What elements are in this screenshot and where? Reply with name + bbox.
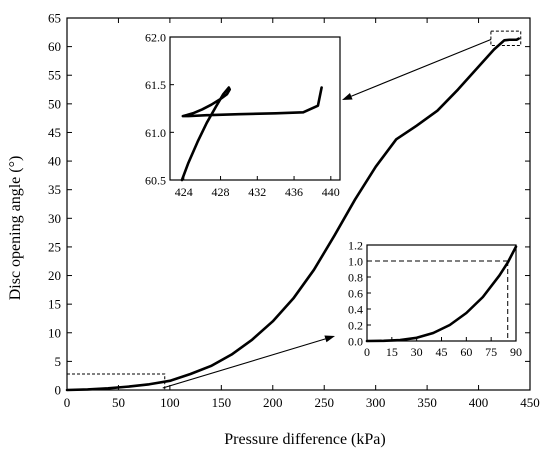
inset1-x-tick-label: 424	[175, 185, 193, 199]
inset1-x-tick-label: 428	[212, 185, 230, 199]
inset2-y-tick-label: 0.4	[348, 303, 363, 317]
inset2-y-tick-label: 0.0	[348, 335, 363, 349]
inset2-series-line	[365, 245, 518, 343]
main-x-tick-label: 400	[469, 395, 489, 410]
main-x-tick-label: 50	[112, 395, 125, 410]
main-y-tick-label: 0	[55, 383, 62, 398]
x-axis-label: Pressure difference (kPa)	[224, 431, 385, 448]
inset-upper-left: 424 428 432 436 440 60.5 61.0 61.5 62.0	[145, 31, 341, 199]
inset2-y-tick-label: 0.2	[348, 319, 363, 333]
y-axis-label: Disc opening angle (°)	[7, 156, 24, 301]
inset2-x-tick-label: 60	[460, 345, 472, 359]
main-x-tick-label: 350	[417, 395, 437, 410]
inset1-y-tick-label: 61.0	[145, 126, 166, 140]
main-y-tick-label: 60	[48, 39, 61, 54]
main-y-tick-label: 65	[48, 11, 61, 26]
main-y-tick-label: 5	[55, 354, 62, 369]
main-y-tick-label: 40	[48, 154, 61, 169]
zoom-box-2	[490, 30, 522, 46]
inset1-series-line	[180, 86, 323, 182]
main-x-tick-label: 300	[366, 395, 386, 410]
main-x-tick-label: 100	[160, 395, 180, 410]
inset2-y-tick-label: 1.0	[348, 255, 363, 269]
zoom-arrow-lower	[162, 335, 335, 389]
main-y-tick-label: 55	[48, 68, 61, 83]
main-x-tick-label: 450	[520, 395, 540, 410]
inset1-y-tick-label: 61.5	[145, 78, 166, 92]
inset1-x-tick-label: 436	[285, 185, 303, 199]
main-y-tick-label: 35	[48, 182, 61, 197]
main-y-tick-label: 30	[48, 211, 61, 226]
main-y-tick-label: 45	[48, 125, 61, 140]
main-x-tick-label: 200	[263, 395, 283, 410]
main-y-tick-label: 20	[48, 268, 61, 283]
main-x-tick-label: 0	[64, 395, 71, 410]
inset2-x-tick-label: 15	[386, 345, 398, 359]
inset1-y-tick-label: 62.0	[145, 31, 166, 45]
zoom-box-1	[66, 373, 166, 391]
inset2-y-tick-label: 1.2	[348, 239, 363, 253]
inset1-y-tick-label: 60.5	[145, 174, 166, 188]
inset2-y-tick-label: 0.8	[348, 271, 363, 285]
main-x-tick-label: 250	[314, 395, 334, 410]
inset2-x-tick-label: 0	[364, 345, 370, 359]
zoom-arrows	[162, 38, 492, 389]
main-y-tick-label: 50	[48, 96, 61, 111]
inset2-x-tick-label: 90	[510, 345, 522, 359]
inset2-plot-frame	[366, 244, 517, 342]
main-x-tick-label: 150	[212, 395, 232, 410]
inset2-x-tick-label: 30	[411, 345, 423, 359]
main-y-tick-label: 10	[48, 325, 61, 340]
main-y-tick-label: 25	[48, 239, 61, 254]
inset2-x-tick-label: 45	[436, 345, 448, 359]
zoom-arrow-upper	[342, 38, 492, 100]
inset-lower-right: 0 15 30 45 60 75 90 0.0 0.2 0.4 0.6 0.8 1.0 1.2	[348, 239, 522, 360]
inset1-x-tick-label: 440	[322, 185, 340, 199]
main-series-line	[65, 37, 520, 392]
inset2-y-tick-label: 0.6	[348, 287, 363, 301]
inset2-x-tick-label: 75	[485, 345, 497, 359]
inset1-x-tick-label: 432	[248, 185, 266, 199]
main-y-tick-label: 15	[48, 297, 61, 312]
